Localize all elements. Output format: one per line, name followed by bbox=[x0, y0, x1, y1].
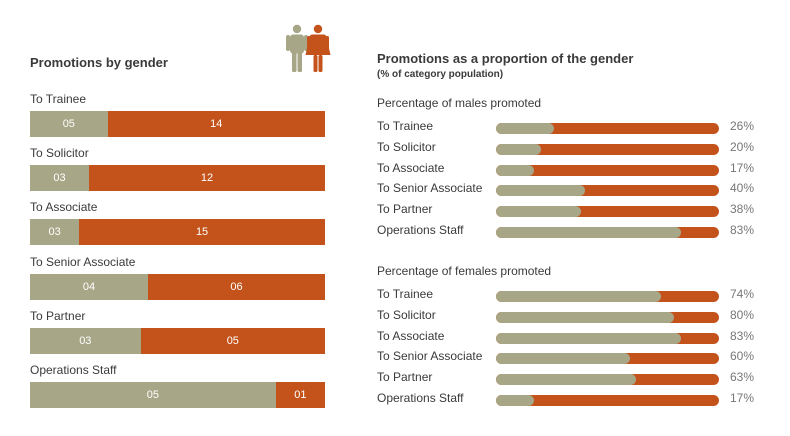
female-segment: 01 bbox=[275, 382, 325, 408]
category-label: Operations Staff bbox=[377, 391, 464, 405]
percentage-fill bbox=[496, 206, 581, 218]
male-segment: 05 bbox=[30, 111, 108, 137]
percentage-fill bbox=[496, 185, 586, 197]
percentage-value: 83% bbox=[730, 223, 755, 237]
category-label: To Solicitor bbox=[377, 307, 436, 322]
category-label: To Partner bbox=[377, 202, 433, 217]
percentage-track bbox=[496, 164, 719, 176]
percentage-fill bbox=[496, 395, 534, 406]
percentage-track bbox=[496, 395, 719, 406]
females-section-heading: Percentage of females promoted bbox=[377, 264, 552, 278]
category-label: To Associate bbox=[377, 328, 445, 343]
percentage-row: To Partner 38% bbox=[377, 202, 767, 218]
percentage-fill bbox=[496, 227, 682, 238]
percentage-value: 83% bbox=[730, 328, 755, 343]
percentage-track bbox=[496, 185, 719, 197]
percentage-track bbox=[496, 291, 719, 302]
male-segment: 03 bbox=[30, 327, 141, 354]
category-label: To Partner bbox=[377, 370, 433, 385]
percentage-fill bbox=[496, 353, 630, 365]
percentage-row: Operations Staff 83% bbox=[377, 223, 767, 239]
female-segment: 06 bbox=[148, 273, 325, 300]
percentage-value: 63% bbox=[730, 370, 755, 385]
percentage-fill bbox=[496, 123, 554, 134]
left-chart-title: Promotions by gender bbox=[30, 55, 168, 70]
percentage-track bbox=[496, 143, 719, 155]
category-label: To Senior Associate bbox=[377, 349, 483, 364]
percentage-value: 60% bbox=[730, 349, 755, 364]
percentage-fill bbox=[496, 374, 637, 386]
female-segment: 14 bbox=[107, 111, 325, 137]
percentage-value: 38% bbox=[730, 202, 755, 217]
category-label: Operations Staff bbox=[30, 363, 117, 377]
percentage-row: To Trainee 74% bbox=[377, 287, 767, 303]
percentage-value: 40% bbox=[730, 181, 755, 196]
percentage-fill bbox=[496, 311, 675, 323]
percentage-row: To Partner 63% bbox=[377, 370, 767, 386]
percentage-row: To Associate 83% bbox=[377, 329, 767, 345]
stacked-bar: 03 05 bbox=[30, 327, 325, 354]
percentage-track bbox=[496, 353, 719, 365]
category-label: To Senior Associate bbox=[30, 254, 136, 269]
percentage-row: Operations Staff 17% bbox=[377, 391, 767, 407]
percentage-track bbox=[496, 206, 719, 218]
percentage-row: To Senior Associate 40% bbox=[377, 181, 767, 197]
female-segment: 05 bbox=[140, 327, 325, 354]
category-label: To Trainee bbox=[30, 92, 87, 106]
category-label: To Associate bbox=[30, 200, 98, 215]
stacked-bar: 05 14 bbox=[30, 111, 325, 137]
stacked-bar: 03 15 bbox=[30, 219, 325, 246]
percentage-fill bbox=[496, 143, 541, 155]
category-label: To Senior Associate bbox=[377, 181, 483, 196]
category-label: To Associate bbox=[377, 160, 445, 175]
category-label: Operations Staff bbox=[377, 223, 464, 237]
males-section-heading: Percentage of males promoted bbox=[377, 96, 542, 110]
percentage-fill bbox=[496, 164, 534, 176]
percentage-row: To Trainee 26% bbox=[377, 119, 767, 135]
percentage-value: 26% bbox=[730, 119, 755, 133]
stacked-bar: 04 06 bbox=[30, 273, 325, 300]
right-chart-title: Promotions as a proportion of the gender bbox=[377, 51, 634, 66]
percentage-track bbox=[496, 123, 719, 134]
percentage-track bbox=[496, 227, 719, 238]
female-segment: 15 bbox=[79, 219, 325, 246]
female-segment: 12 bbox=[89, 165, 325, 192]
category-label: To Trainee bbox=[377, 287, 434, 301]
male-segment: 03 bbox=[30, 165, 89, 192]
male-segment: 05 bbox=[30, 382, 276, 408]
percentage-row: To Senior Associate 60% bbox=[377, 349, 767, 365]
percentage-value: 17% bbox=[730, 160, 755, 175]
category-label: To Partner bbox=[30, 308, 86, 323]
stacked-bar: 03 12 bbox=[30, 165, 325, 192]
percentage-value: 20% bbox=[730, 139, 755, 154]
male-segment: 03 bbox=[30, 219, 80, 246]
percentage-track bbox=[496, 332, 719, 344]
percentage-row: To Solicitor 80% bbox=[377, 308, 767, 324]
category-label: To Solicitor bbox=[377, 139, 436, 154]
percentage-row: To Solicitor 20% bbox=[377, 140, 767, 156]
male-segment: 04 bbox=[30, 273, 148, 300]
percentage-value: 80% bbox=[730, 307, 755, 322]
percentage-value: 17% bbox=[730, 391, 755, 405]
percentage-fill bbox=[496, 332, 682, 344]
stacked-bar: 05 01 bbox=[30, 382, 325, 408]
category-label: To Trainee bbox=[377, 119, 434, 133]
male-female-figures-icon bbox=[286, 24, 331, 72]
right-chart-subtitle: (% of category population) bbox=[377, 69, 504, 80]
category-label: To Solicitor bbox=[30, 146, 89, 161]
percentage-track bbox=[496, 374, 719, 386]
percentage-fill bbox=[496, 291, 662, 302]
percentage-track bbox=[496, 311, 719, 323]
percentage-value: 74% bbox=[730, 287, 755, 301]
percentage-row: To Associate 17% bbox=[377, 161, 767, 177]
